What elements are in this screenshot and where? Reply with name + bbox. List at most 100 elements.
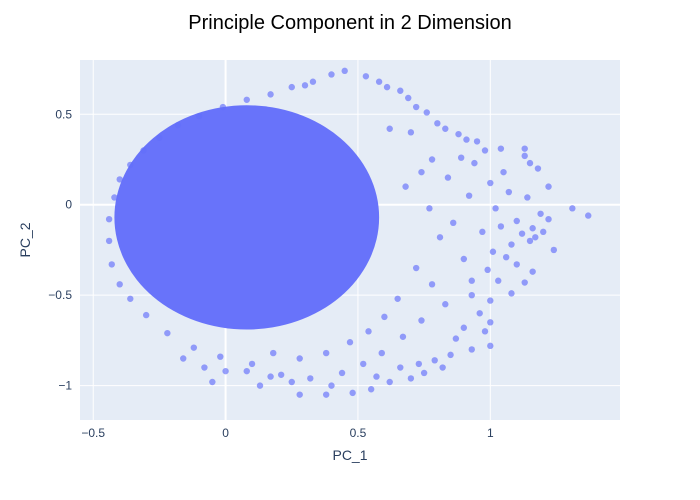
data-point xyxy=(222,367,229,375)
data-point xyxy=(434,120,441,127)
data-point xyxy=(256,382,264,389)
data-point xyxy=(487,342,494,350)
data-point xyxy=(529,268,536,275)
data-point xyxy=(394,295,401,302)
data-point xyxy=(418,317,425,324)
data-point xyxy=(468,346,475,353)
data-point xyxy=(267,373,274,380)
y-tick-label: −0.5 xyxy=(48,288,72,302)
data-point xyxy=(489,248,497,255)
y-tick-label: −1 xyxy=(58,379,72,393)
data-point xyxy=(328,382,335,389)
data-point xyxy=(346,339,354,346)
data-point xyxy=(349,389,356,397)
data-point xyxy=(479,228,486,236)
data-point xyxy=(545,215,552,223)
data-point xyxy=(495,277,502,284)
data-point xyxy=(550,246,558,254)
data-point xyxy=(378,349,385,357)
data-point xyxy=(116,281,123,288)
data-point xyxy=(500,168,507,176)
data-point xyxy=(521,152,528,160)
data-point xyxy=(508,241,515,248)
data-point xyxy=(365,328,372,335)
data-point xyxy=(386,125,393,132)
data-point xyxy=(108,261,115,268)
data-point xyxy=(322,349,330,357)
data-point xyxy=(140,147,147,154)
data-point xyxy=(338,369,346,377)
data-point xyxy=(513,261,520,268)
data-point xyxy=(439,364,446,371)
data-point xyxy=(508,290,515,297)
data-point xyxy=(111,194,118,201)
y-axis-label: PC_2 xyxy=(17,222,33,257)
data-point xyxy=(521,279,528,286)
data-point xyxy=(201,364,208,371)
data-point xyxy=(383,83,391,91)
data-point xyxy=(402,183,409,190)
data-point xyxy=(190,344,198,351)
x-tick-label: 1 xyxy=(487,426,494,440)
data-point xyxy=(288,378,295,386)
data-point xyxy=(180,355,187,362)
data-point xyxy=(301,82,309,89)
data-point xyxy=(585,212,592,219)
data-points xyxy=(105,67,592,398)
data-point xyxy=(442,301,449,308)
x-axis-label: PC_1 xyxy=(332,447,367,463)
data-point xyxy=(442,125,449,132)
data-point xyxy=(296,391,303,398)
data-point xyxy=(457,154,465,161)
data-point xyxy=(243,96,250,103)
data-point xyxy=(484,266,491,274)
data-point xyxy=(219,103,227,111)
data-point xyxy=(423,109,430,116)
data-point xyxy=(407,375,415,382)
data-point xyxy=(426,205,433,212)
data-point xyxy=(524,194,531,201)
data-point xyxy=(431,357,438,364)
data-point xyxy=(473,138,481,145)
data-point xyxy=(521,145,528,152)
data-point xyxy=(505,188,513,196)
data-point xyxy=(105,215,113,223)
data-point xyxy=(569,205,576,212)
data-point xyxy=(397,364,404,371)
data-point xyxy=(407,129,415,136)
x-tick-label: 0 xyxy=(222,426,229,440)
data-point xyxy=(412,103,420,111)
data-point xyxy=(436,234,444,241)
data-point xyxy=(127,161,134,169)
data-point xyxy=(296,355,303,362)
data-point xyxy=(362,73,370,80)
x-tick-label: −0.5 xyxy=(81,426,105,440)
data-point xyxy=(309,78,317,85)
data-point xyxy=(497,145,505,152)
data-point xyxy=(463,136,470,143)
data-point xyxy=(116,176,123,183)
data-point xyxy=(487,179,494,187)
data-point xyxy=(518,230,526,237)
data-point xyxy=(367,386,375,393)
data-point xyxy=(375,78,383,85)
data-point xyxy=(415,360,423,368)
data-point xyxy=(532,234,539,241)
data-point xyxy=(526,237,534,245)
data-point xyxy=(455,130,462,138)
data-point xyxy=(460,324,468,331)
data-point xyxy=(386,378,393,386)
data-point xyxy=(529,225,536,232)
chart-title: Principle Component in 2 Dimension xyxy=(188,12,512,34)
data-point xyxy=(447,351,454,359)
data-point xyxy=(545,183,552,190)
data-point xyxy=(105,237,113,245)
data-point xyxy=(127,295,134,302)
data-point xyxy=(481,147,489,154)
data-point xyxy=(267,91,274,98)
data-point xyxy=(428,156,436,163)
data-point xyxy=(420,369,428,377)
data-point xyxy=(412,264,420,272)
data-point xyxy=(492,205,499,212)
data-point xyxy=(450,219,457,227)
